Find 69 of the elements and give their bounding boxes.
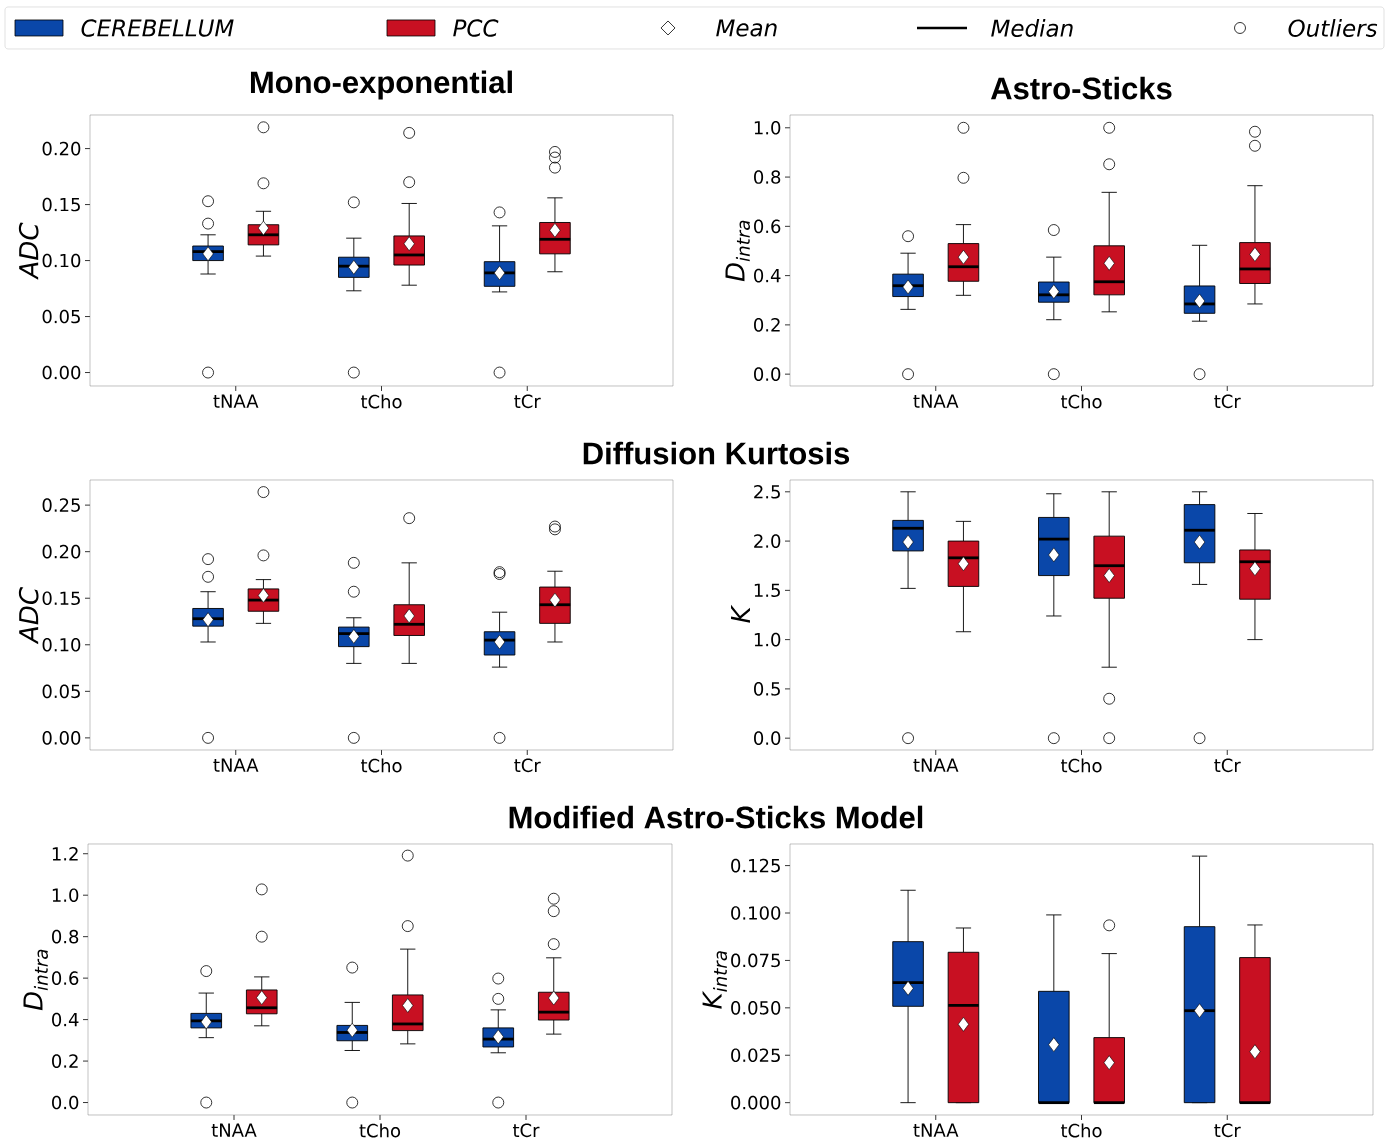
x-tick-label: tNAA — [913, 758, 959, 772]
chart-title: Mono-exponential — [250, 70, 512, 100]
y-tick-label: 0.8 — [754, 170, 781, 184]
chart-title: Modified Astro-Sticks Model — [509, 805, 923, 829]
y-tick-label: 1.5 — [754, 583, 780, 598]
text: Median — [991, 19, 1073, 37]
y-tick-label: 0.6 — [754, 219, 781, 234]
x-tick-label: tCr — [512, 1123, 540, 1138]
y-tick-label: 0.000 — [731, 1095, 781, 1110]
y-axis-title: ADC — [18, 587, 39, 645]
y-tick-label: 0.00 — [42, 365, 81, 380]
y-tick-label: 0.20 — [42, 544, 81, 559]
y-axis-title: D$_{intra}$ — [23, 949, 48, 1011]
y-tick-label: 0.075 — [731, 953, 780, 968]
y-tick-label: 1.2 — [52, 847, 78, 861]
x-tick-label: tCho — [360, 758, 402, 773]
y-tick-label: 0.050 — [731, 1001, 781, 1015]
y-tick-label: 0.2 — [52, 1054, 78, 1068]
y-tick-label: 0.20 — [42, 141, 81, 156]
y-tick-label: 0.05 — [42, 684, 80, 699]
y-axis-title: K — [731, 604, 750, 623]
y-tick-label: 0.6 — [52, 971, 79, 985]
x-tick-label: tCho — [1060, 394, 1102, 409]
x-tick-label: tCho — [1060, 758, 1102, 773]
chart-title: Diffusion Kurtosis — [583, 441, 850, 465]
y-tick-label: 0.00 — [42, 731, 81, 745]
y-tick-label: 0.0 — [52, 1095, 79, 1110]
x-tick-label: tCho — [359, 1123, 401, 1138]
text: Outliers — [1288, 19, 1378, 37]
text: Mean — [716, 19, 777, 37]
legend-label: PCC — [453, 19, 499, 37]
y-tick-label: 0.4 — [754, 268, 781, 283]
y-tick-label: 0.0 — [754, 367, 781, 381]
x-tick-label: tCr — [1214, 758, 1241, 773]
chart-title: Astro-Sticks — [990, 76, 1172, 100]
x-tick-label: tNAA — [213, 394, 259, 408]
x-tick-label: tCr — [514, 758, 541, 773]
x-tick-label: tCho — [360, 394, 402, 409]
legend-label: CEREBELLUM — [81, 19, 234, 37]
y-tick-label: 0.25 — [42, 498, 80, 512]
y-tick-label: 0.0 — [754, 731, 781, 745]
x-tick-label: tCr — [1214, 394, 1241, 409]
y-tick-label: 2.0 — [754, 534, 781, 548]
y-tick-label: 1.0 — [754, 632, 781, 647]
y-tick-label: 0.8 — [52, 929, 79, 944]
y-tick-label: 0.10 — [42, 253, 81, 268]
y-tick-label: 1.0 — [52, 888, 79, 902]
x-tick-label: tCr — [1214, 1123, 1241, 1138]
x-tick-label: tCr — [514, 394, 541, 409]
x-tick-label: tNAA — [211, 1123, 257, 1137]
y-tick-label: 2.5 — [754, 485, 780, 499]
y-axis-title: K$_{intra}$ — [702, 951, 728, 1009]
x-tick-label: tNAA — [913, 394, 959, 408]
y-tick-label: 0.4 — [52, 1012, 79, 1027]
y-tick-label: 0.15 — [42, 197, 80, 212]
x-tick-label: tNAA — [213, 758, 259, 772]
y-tick-label: 0.125 — [731, 858, 780, 873]
y-tick-label: 0.05 — [42, 309, 80, 324]
y-tick-label: 0.10 — [42, 637, 81, 652]
y-tick-label: 0.2 — [754, 318, 780, 332]
y-tick-label: 1.0 — [754, 120, 781, 135]
y-tick-label: 0.15 — [42, 591, 80, 606]
y-tick-label: 0.025 — [731, 1048, 780, 1063]
y-tick-label: 0.100 — [731, 906, 781, 920]
x-tick-label: tNAA — [913, 1123, 959, 1137]
y-axis-title: ADC — [18, 222, 39, 280]
y-axis-title: D$_{intra}$ — [725, 220, 750, 282]
x-tick-label: tCho — [1060, 1123, 1102, 1138]
y-tick-label: 0.5 — [754, 682, 780, 696]
